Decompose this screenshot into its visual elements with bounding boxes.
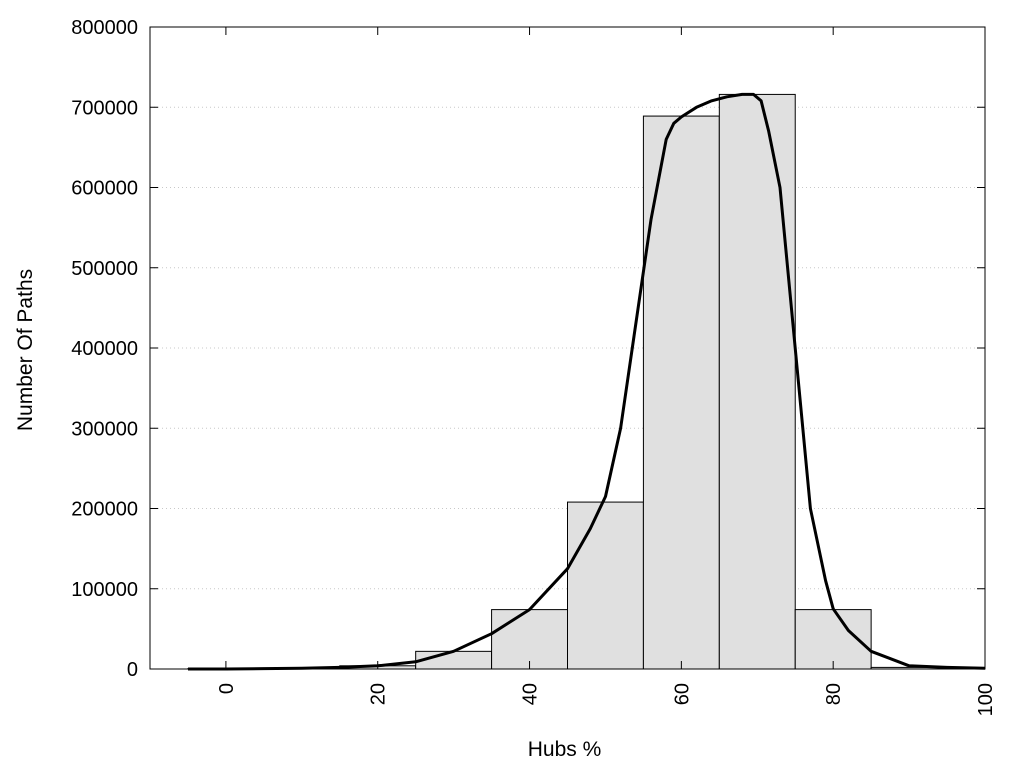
x-tick-label: 0	[216, 683, 238, 694]
fit-curve-layer	[188, 92, 986, 671]
y-tick-labels: 0 100000 200000 300000 400000 500000 600000 700…	[71, 17, 138, 681]
fit-curve	[188, 92, 986, 671]
y-tick-label: 700000	[71, 97, 138, 119]
y-tick-label: 800000	[71, 17, 138, 39]
y-tick-label: 600000	[71, 178, 138, 200]
x-axis-title: Hubs %	[528, 738, 602, 761]
x-tick-label: 100	[975, 683, 997, 716]
x-tick-label: 20	[368, 683, 390, 705]
y-axis-title: Number Of Paths	[14, 269, 37, 431]
y-tick-label: 0	[127, 659, 138, 681]
x-tick-label: 40	[520, 683, 542, 705]
y-tick-label: 400000	[71, 338, 138, 360]
histogram-bars	[187, 93, 948, 670]
y-tick-label: 300000	[71, 418, 138, 440]
axis-ticks	[150, 26, 986, 670]
y-tick-label: 500000	[71, 258, 138, 280]
x-tick-labels: 0 20 40 60 80 100	[216, 683, 997, 716]
histogram-bar	[567, 501, 644, 670]
histogram-bar	[642, 115, 720, 670]
histogram-bar	[718, 93, 796, 670]
histogram-bar	[491, 609, 568, 670]
y-tick-label: 100000	[71, 579, 138, 601]
y-tick-label: 200000	[71, 499, 138, 521]
x-tick-label: 60	[671, 683, 693, 705]
x-tick-label: 80	[823, 683, 845, 705]
